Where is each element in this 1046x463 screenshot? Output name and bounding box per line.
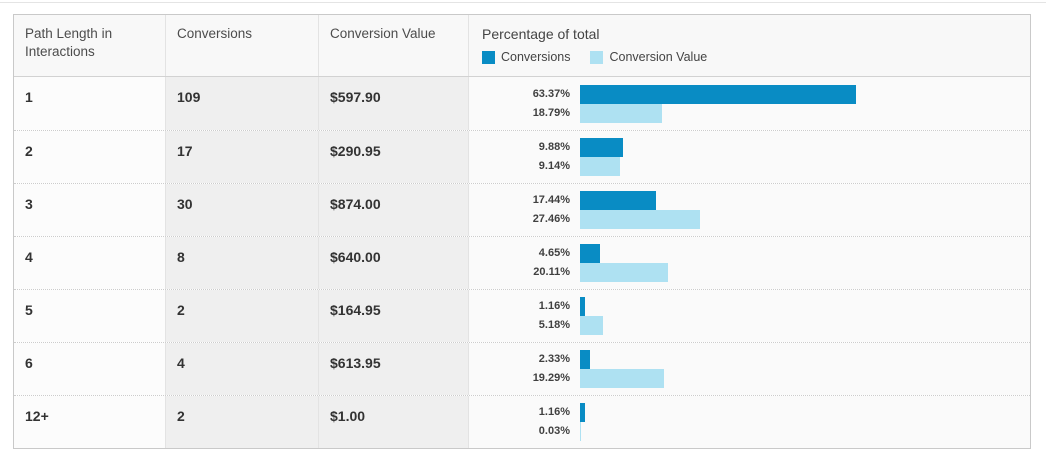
percentage-chart-cell: 63.37% 18.79% bbox=[469, 77, 1030, 130]
conversion-value-cell: $164.95 bbox=[319, 290, 469, 342]
conversion-value-bar bbox=[580, 157, 620, 176]
path-length-cell: 6 bbox=[14, 343, 166, 395]
value-pct-label: 0.03% bbox=[538, 425, 570, 437]
conversions-cell: 2 bbox=[166, 290, 319, 342]
top-divider bbox=[0, 2, 1046, 3]
table-row: 2 17 $290.95 9.88% 9.14% bbox=[14, 130, 1030, 183]
percentage-chart-cell: 9.88% 9.14% bbox=[469, 131, 1030, 183]
value-pct-label: 20.11% bbox=[533, 266, 570, 278]
conversion-value-bar bbox=[580, 103, 662, 123]
value-pct-label: 27.46% bbox=[532, 213, 570, 225]
conversion-value-bar bbox=[580, 263, 668, 282]
conversion-value-cell: $1.00 bbox=[319, 396, 469, 448]
conversions-cell: 109 bbox=[166, 77, 319, 130]
conversions-pct-label: 17.44% bbox=[532, 194, 570, 206]
percentage-chart-cell: 4.65% 20.11% bbox=[469, 237, 1030, 289]
conversions-bar bbox=[580, 84, 856, 104]
path-length-cell: 2 bbox=[14, 131, 166, 183]
column-header-conversions[interactable]: Conversions bbox=[166, 15, 319, 76]
conversion-value-swatch-icon bbox=[590, 50, 604, 64]
conversions-pct-label: 63.37% bbox=[532, 87, 570, 100]
percentage-chart-cell: 1.16% 5.18% bbox=[469, 290, 1030, 342]
table-row: 4 8 $640.00 4.65% 20.11% bbox=[14, 236, 1030, 289]
percentage-chart-cell: 1.16% 0.03% bbox=[469, 396, 1030, 448]
conversions-pct-label: 4.65% bbox=[538, 247, 570, 259]
table-row: 5 2 $164.95 1.16% 5.18% bbox=[14, 289, 1030, 342]
column-header-path-length[interactable]: Path Length in Interactions bbox=[14, 15, 166, 76]
path-length-cell: 4 bbox=[14, 237, 166, 289]
path-length-cell: 5 bbox=[14, 290, 166, 342]
percentage-chart-cell: 17.44% 27.46% bbox=[469, 184, 1030, 236]
conversions-cell: 8 bbox=[166, 237, 319, 289]
legend-label-conversions: Conversions bbox=[501, 49, 571, 64]
value-pct-label: 5.18% bbox=[538, 319, 570, 331]
conversion-value-bar bbox=[580, 210, 700, 229]
conversion-value-cell: $613.95 bbox=[319, 343, 469, 395]
conversions-pct-label: 1.16% bbox=[538, 300, 570, 312]
conversion-value-cell: $290.95 bbox=[319, 131, 469, 183]
conversions-swatch-icon bbox=[482, 50, 495, 64]
conversions-cell: 4 bbox=[166, 343, 319, 395]
conversions-pct-label: 1.16% bbox=[538, 406, 570, 418]
value-pct-label: 9.14% bbox=[538, 160, 570, 172]
table-row: 12+ 2 $1.00 1.16% 0.03% bbox=[14, 395, 1030, 448]
conversions-bar bbox=[580, 244, 601, 263]
path-length-cell: 1 bbox=[14, 77, 166, 130]
conversion-value-cell: $597.90 bbox=[319, 77, 469, 130]
conversions-cell: 17 bbox=[166, 131, 319, 183]
legend-item-conversion-value: Conversion Value bbox=[590, 49, 707, 66]
conversion-value-bar bbox=[580, 316, 603, 335]
percentage-chart-cell: 2.33% 19.29% bbox=[469, 343, 1030, 395]
column-header-percentage-of-total: Percentage of total Conversions Conversi… bbox=[469, 15, 1030, 76]
table-row: 3 30 $874.00 17.44% 27.46% bbox=[14, 183, 1030, 236]
conversions-bar bbox=[580, 297, 586, 316]
legend-item-conversions: Conversions bbox=[482, 49, 570, 66]
conversions-cell: 30 bbox=[166, 184, 319, 236]
conversion-value-cell: $874.00 bbox=[319, 184, 469, 236]
chart-legend: Conversions Conversion Value bbox=[482, 49, 1020, 66]
conversions-bar bbox=[580, 138, 624, 157]
table-row: 6 4 $613.95 2.33% 19.29% bbox=[14, 342, 1030, 395]
conversion-value-bar bbox=[580, 422, 581, 441]
path-length-cell: 12+ bbox=[14, 396, 166, 448]
legend-label-conversion-value: Conversion Value bbox=[609, 49, 708, 64]
chart-title: Percentage of total bbox=[482, 26, 600, 42]
conversions-bar bbox=[580, 350, 591, 369]
path-length-report-table: Path Length in Interactions Conversions … bbox=[13, 14, 1031, 449]
conversions-bar bbox=[580, 191, 656, 210]
table-header-row: Path Length in Interactions Conversions … bbox=[14, 15, 1030, 77]
conversions-bar bbox=[580, 403, 586, 422]
value-pct-label: 19.29% bbox=[532, 372, 570, 384]
conversions-cell: 2 bbox=[166, 396, 319, 448]
conversions-pct-label: 9.88% bbox=[538, 141, 570, 153]
value-pct-label: 18.79% bbox=[532, 106, 570, 119]
path-length-cell: 3 bbox=[14, 184, 166, 236]
column-header-conversion-value[interactable]: Conversion Value bbox=[319, 15, 469, 76]
conversion-value-bar bbox=[580, 369, 664, 388]
table-row: 1 109 $597.90 63.37% 18.79% bbox=[14, 77, 1030, 130]
conversion-value-cell: $640.00 bbox=[319, 237, 469, 289]
conversions-pct-label: 2.33% bbox=[538, 353, 570, 365]
